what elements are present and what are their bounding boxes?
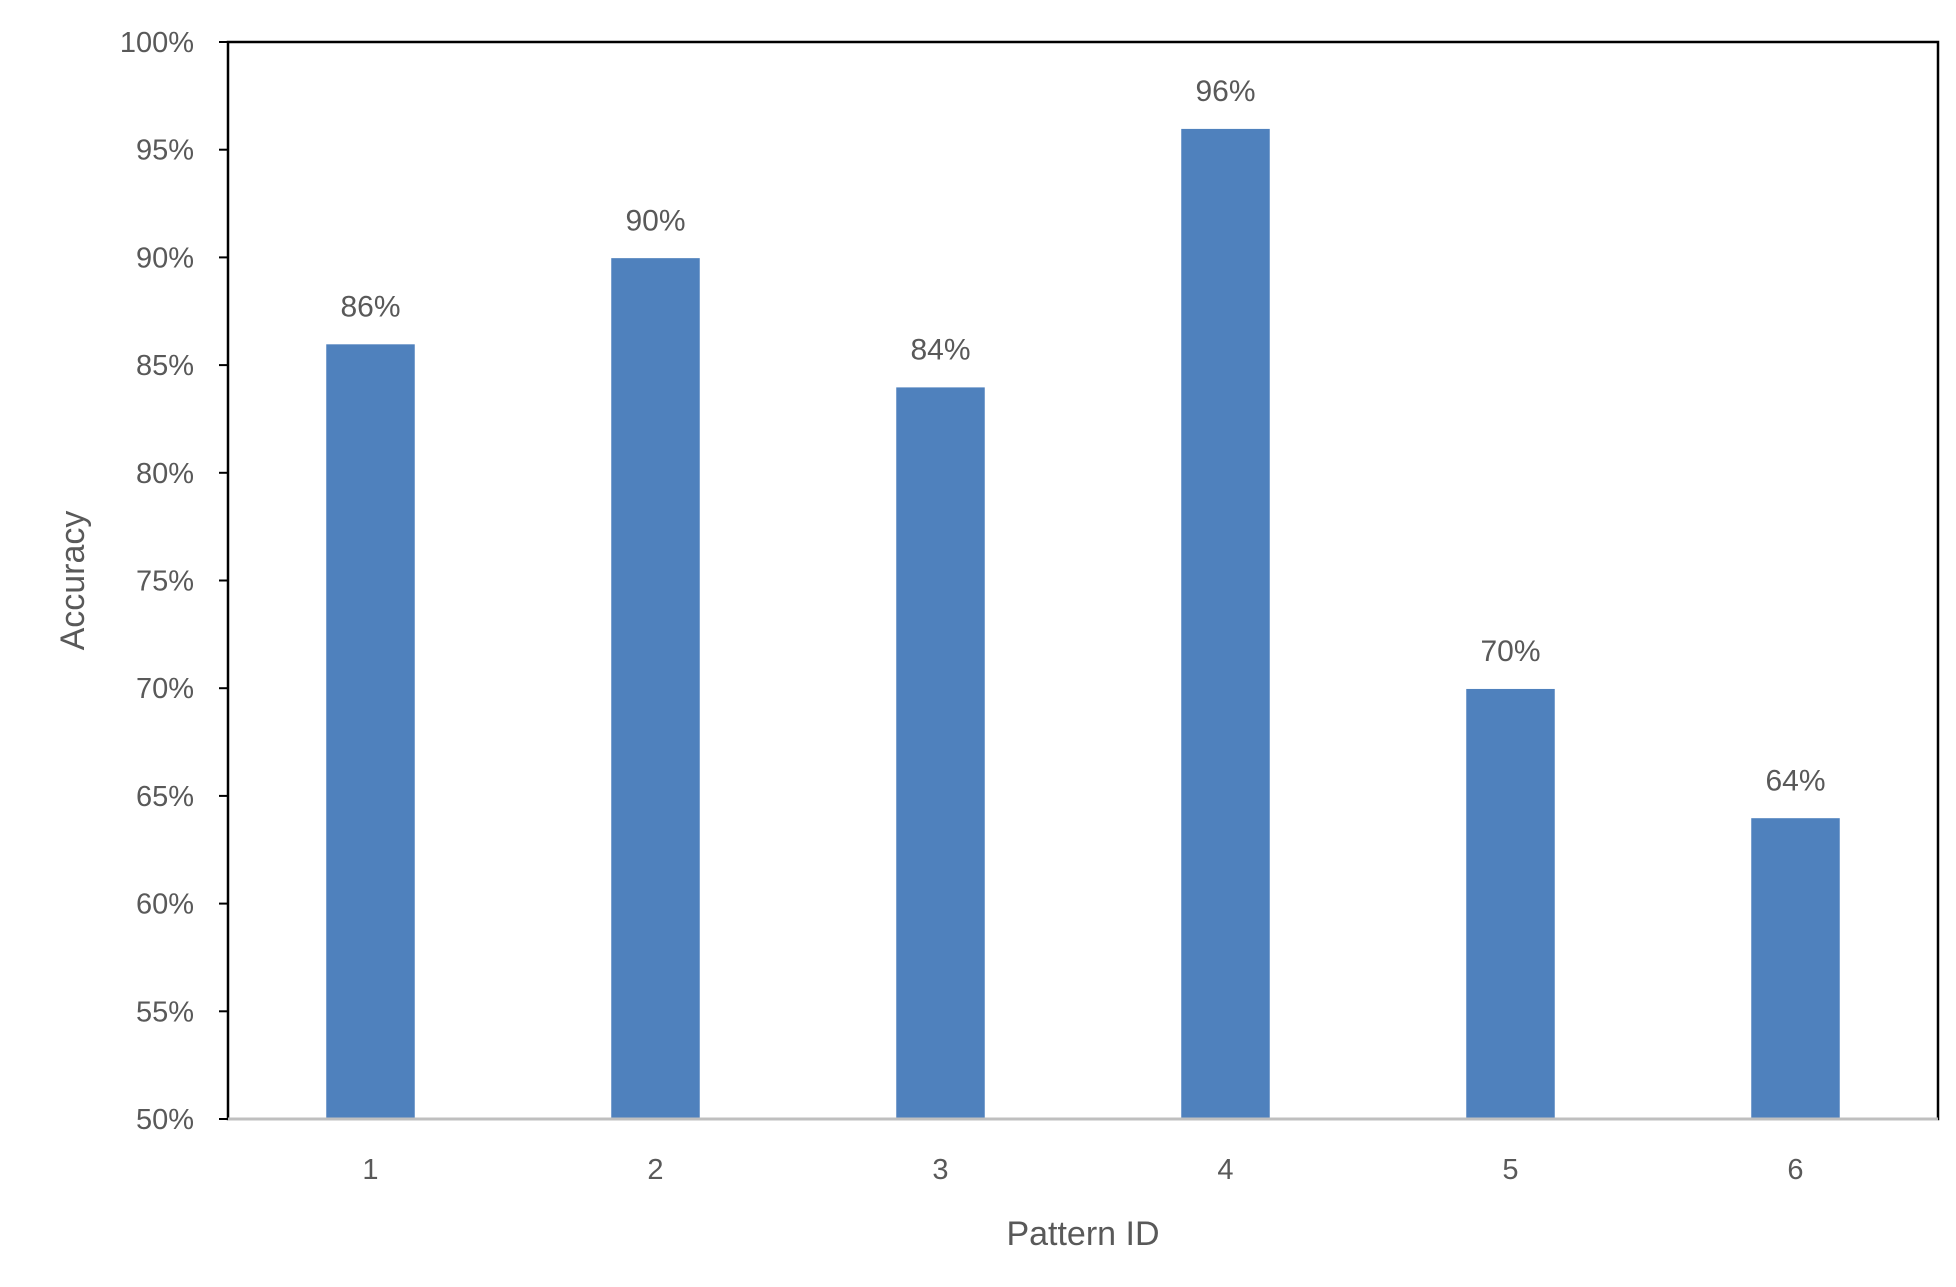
y-tick-label: 55% [136,996,194,1028]
data-label: 70% [1480,635,1540,668]
data-label: 84% [910,334,970,367]
x-tick-label: 1 [362,1154,378,1186]
y-tick-label: 85% [136,350,194,382]
y-tick-label: 90% [136,242,194,274]
y-tick-label: 70% [136,673,194,705]
x-axis-title: Pattern ID [1006,1215,1159,1253]
data-label: 90% [625,204,685,237]
y-axis-ticks: 50% 55% 60% 65% 70% 75% 80% 85% 90% 95% 100% [120,27,228,1136]
x-tick-label: 2 [647,1154,663,1186]
data-labels: 86% 90% 84% 96% 70% 64% [340,75,1825,797]
x-axis-ticks: 1 2 3 4 5 6 [362,1154,1803,1186]
y-tick-label: 75% [136,566,194,598]
y-tick-label: 80% [136,458,194,490]
x-tick-label: 3 [932,1154,948,1186]
x-tick-label: 4 [1217,1154,1233,1186]
x-tick-label: 6 [1787,1154,1803,1186]
y-tick-label: 100% [120,27,194,59]
bars [324,127,1842,1120]
y-tick-label: 60% [136,889,194,921]
data-label: 64% [1765,764,1825,797]
bar [324,342,417,1120]
bar [894,385,987,1120]
bar [609,256,702,1120]
y-tick-label: 50% [136,1104,194,1136]
y-tick-label: 95% [136,135,194,167]
bar [1179,127,1272,1120]
y-axis-title: Accuracy [54,511,92,651]
bar [1464,687,1557,1120]
y-tick-label: 65% [136,781,194,813]
bar [1749,816,1842,1120]
x-tick-label: 5 [1502,1154,1518,1186]
data-label: 96% [1195,75,1255,108]
data-label: 86% [340,291,400,324]
